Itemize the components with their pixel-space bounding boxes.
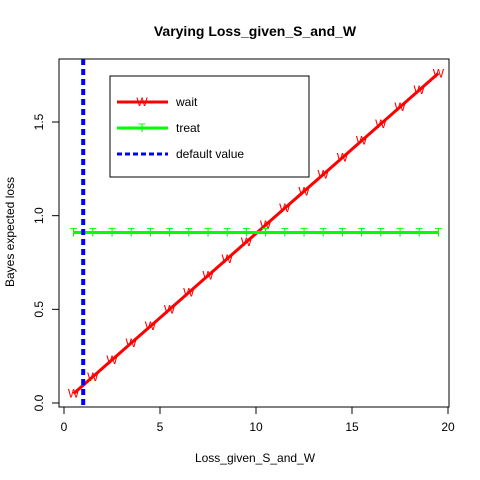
- point-wait: W: [375, 117, 387, 131]
- x-tick-label: 5: [157, 420, 164, 434]
- point-treat: T: [358, 226, 366, 240]
- point-wait: W: [106, 353, 118, 367]
- point-wait: W: [394, 100, 406, 114]
- x-tick-label: 0: [61, 420, 68, 434]
- legend-label-2: default value: [176, 147, 244, 161]
- legend-marker-0: W: [136, 95, 148, 109]
- point-treat: T: [166, 226, 174, 240]
- point-wait: W: [260, 218, 272, 232]
- point-treat: T: [108, 226, 116, 240]
- point-treat: T: [377, 226, 385, 240]
- x-axis: 0 5 10 15 20: [61, 406, 455, 434]
- legend-label-1: treat: [176, 121, 201, 135]
- point-treat: T: [70, 226, 78, 240]
- point-treat: T: [262, 226, 270, 240]
- point-wait: W: [68, 387, 80, 401]
- point-treat: T: [435, 226, 443, 240]
- point-treat: T: [147, 226, 155, 240]
- chart-title: Varying Loss_given_S_and_W: [154, 23, 357, 39]
- point-wait: W: [126, 336, 138, 350]
- point-wait: W: [356, 134, 368, 148]
- point-treat: T: [300, 226, 308, 240]
- y-tick-label: 0.0: [32, 394, 46, 411]
- point-treat: T: [339, 226, 347, 240]
- point-wait: W: [145, 319, 157, 333]
- x-tick-label: 10: [249, 420, 263, 434]
- y-axis-label: Bayes expected loss: [3, 177, 17, 287]
- point-wait: W: [279, 201, 291, 215]
- point-wait: W: [202, 269, 214, 283]
- point-treat: T: [281, 226, 289, 240]
- point-wait: W: [433, 66, 445, 80]
- point-treat: T: [243, 226, 251, 240]
- y-tick-label: 1.0: [32, 207, 46, 224]
- y-axis: 0.0 0.5 1.0 1.5: [32, 113, 60, 411]
- x-tick-label: 20: [441, 420, 455, 434]
- point-wait: W: [222, 252, 234, 266]
- point-wait: W: [337, 151, 349, 165]
- y-tick-label: 0.5: [32, 301, 46, 318]
- legend-label-0: wait: [175, 95, 198, 109]
- point-treat: T: [396, 226, 404, 240]
- point-treat: T: [128, 226, 136, 240]
- legend-marker-1: T: [138, 121, 146, 135]
- point-wait: W: [318, 167, 330, 181]
- y-tick-label: 1.5: [32, 113, 46, 130]
- point-treat: T: [224, 226, 232, 240]
- point-treat: T: [416, 226, 424, 240]
- x-tick-label: 15: [345, 420, 359, 434]
- point-treat: T: [320, 226, 328, 240]
- point-wait: W: [87, 370, 99, 384]
- point-wait: W: [414, 83, 426, 97]
- point-treat: T: [204, 226, 212, 240]
- x-axis-label: Loss_given_S_and_W: [195, 451, 316, 465]
- point-wait: W: [241, 235, 253, 249]
- point-wait: W: [183, 285, 195, 299]
- point-treat: T: [185, 226, 193, 240]
- point-wait: W: [164, 302, 176, 316]
- point-wait: W: [298, 184, 310, 198]
- point-treat: T: [89, 226, 97, 240]
